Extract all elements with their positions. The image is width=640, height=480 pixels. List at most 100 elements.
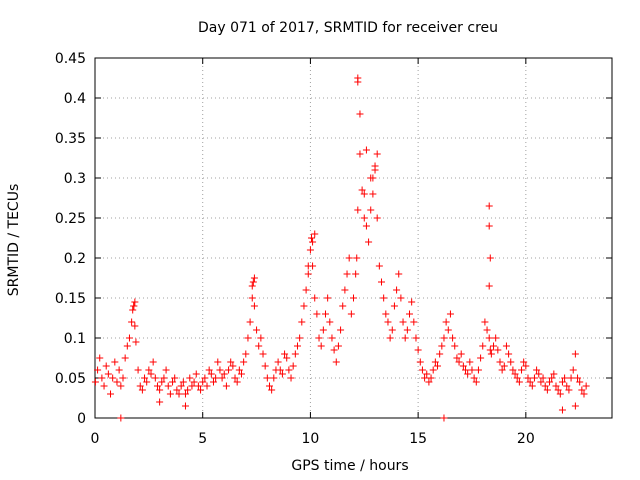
data-point: [309, 238, 317, 246]
data-point: [354, 74, 362, 82]
data-point: [477, 354, 485, 362]
data-point: [121, 354, 129, 362]
y-tick-label: 0.1: [64, 331, 86, 347]
data-point: [436, 350, 444, 358]
data-point: [406, 310, 414, 318]
data-point: [291, 350, 299, 358]
data-points: [91, 74, 590, 422]
data-point: [276, 366, 284, 374]
data-point: [131, 298, 139, 306]
data-point: [487, 350, 495, 358]
data-point: [104, 370, 112, 378]
data-point: [311, 294, 319, 302]
data-point: [207, 370, 215, 378]
data-point: [102, 362, 110, 370]
data-point: [356, 110, 364, 118]
data-point: [343, 270, 351, 278]
data-point: [134, 366, 142, 374]
data-point: [403, 326, 411, 334]
data-point: [526, 378, 534, 386]
data-point: [524, 374, 532, 382]
data-point: [156, 386, 164, 394]
data-point: [440, 334, 448, 342]
data-point: [259, 350, 267, 358]
data-point: [425, 378, 433, 386]
data-point: [162, 366, 170, 374]
data-point: [201, 374, 209, 382]
data-point: [474, 366, 482, 374]
data-point: [455, 358, 463, 366]
data-point: [302, 286, 310, 294]
data-point: [429, 366, 437, 374]
data-point: [365, 238, 373, 246]
data-point: [576, 378, 584, 386]
data-point: [567, 374, 575, 382]
data-point: [571, 402, 579, 410]
data-point: [373, 150, 381, 158]
data-point: [498, 366, 506, 374]
data-point: [470, 374, 478, 382]
data-point: [375, 262, 383, 270]
data-point: [175, 390, 183, 398]
data-point: [145, 366, 153, 374]
data-point: [423, 370, 431, 378]
data-point: [563, 382, 571, 390]
data-point: [274, 358, 282, 366]
data-point: [164, 382, 172, 390]
data-point: [293, 342, 301, 350]
data-point: [186, 374, 194, 382]
data-point: [459, 362, 467, 370]
data-point: [128, 318, 136, 326]
data-point: [483, 326, 491, 334]
y-tick-label: 0.45: [55, 51, 86, 67]
data-point: [518, 366, 526, 374]
data-point: [304, 262, 312, 270]
data-point: [227, 358, 235, 366]
data-point: [410, 318, 418, 326]
data-point: [136, 382, 144, 390]
data-point: [113, 378, 121, 386]
data-point: [552, 382, 560, 390]
data-point: [249, 278, 257, 286]
data-point: [218, 374, 226, 382]
data-point: [541, 382, 549, 390]
data-point: [390, 302, 398, 310]
data-point: [507, 358, 515, 366]
plot-frame: [94, 57, 613, 419]
data-point: [486, 346, 494, 354]
data-point: [453, 354, 461, 362]
data-point: [285, 366, 293, 374]
data-point: [169, 378, 177, 386]
data-point: [414, 346, 422, 354]
data-point: [533, 366, 541, 374]
data-point: [300, 302, 308, 310]
data-point: [416, 358, 424, 366]
data-point: [265, 382, 273, 390]
data-point: [123, 342, 131, 350]
data-point: [401, 334, 409, 342]
data-point: [192, 370, 200, 378]
data-point: [143, 378, 151, 386]
data-point: [440, 414, 448, 422]
data-point: [556, 390, 564, 398]
data-point: [451, 342, 459, 350]
data-point: [149, 358, 157, 366]
data-point: [513, 374, 521, 382]
y-tick-label: 0.3: [64, 171, 86, 187]
data-point: [313, 310, 321, 318]
x-axis-label: GPS time / hours: [291, 458, 408, 474]
data-point: [388, 326, 396, 334]
data-point: [548, 374, 556, 382]
y-tick-label: 0.05: [55, 371, 86, 387]
data-point: [442, 318, 450, 326]
data-point: [337, 326, 345, 334]
data-point: [565, 386, 573, 394]
data-point: [94, 366, 102, 374]
data-point: [250, 274, 258, 282]
y-axis-label: SRMTID / TECUs: [6, 184, 22, 297]
data-point: [558, 406, 566, 414]
data-point: [328, 334, 336, 342]
data-point: [315, 334, 323, 342]
data-point: [225, 366, 233, 374]
data-point: [341, 286, 349, 294]
